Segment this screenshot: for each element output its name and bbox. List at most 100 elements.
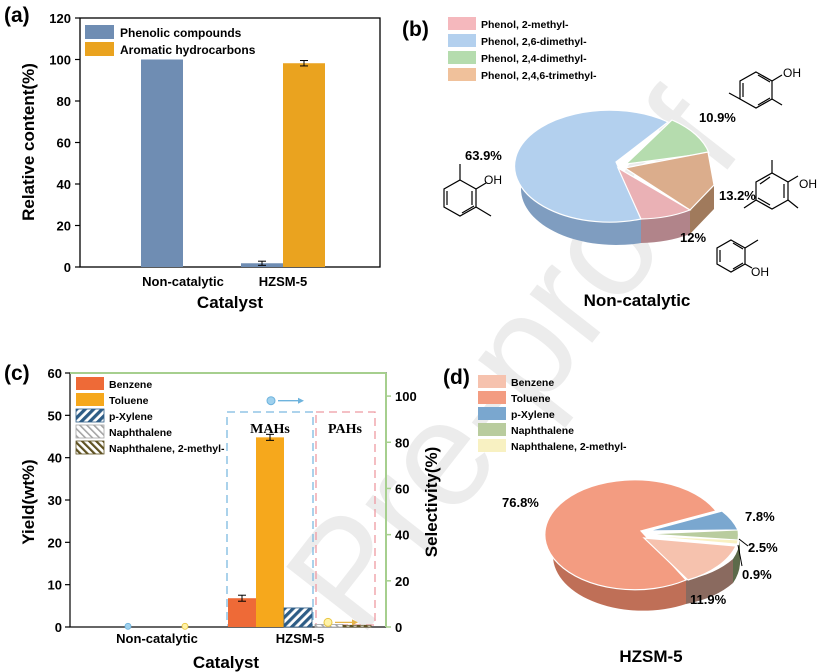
legend-label-pxylene: p-Xylene	[109, 411, 153, 423]
panel-c-letter: (c)	[4, 362, 30, 385]
legend-swatch-aromatic	[85, 42, 114, 56]
legend-label-phenolic: Phenolic compounds	[120, 26, 242, 40]
legend-label-b-3: Phenol, 2,4,6-trimethyl-	[481, 70, 597, 82]
pie-d-label-3: 2.5%	[748, 540, 778, 555]
pie-d-label-2: 7.8%	[745, 509, 775, 524]
panel-a-y-tick: 80	[57, 94, 71, 109]
legend-swatch-b-1	[448, 34, 476, 47]
panel-d: (d) Benzene Toluene p-Xylene Naphthalene…	[443, 366, 778, 666]
panel-c-y-tick: 10	[48, 578, 62, 593]
legend-label-b-1: Phenol, 2,6-dimethyl-	[481, 36, 587, 48]
legend-swatch-pxylene	[75, 408, 105, 423]
pie-b-label-0: 12%	[680, 230, 706, 245]
legend-label-toluene: Toluene	[109, 395, 149, 407]
legend-swatch-b-3	[448, 68, 476, 81]
pahs-selectivity-arrowhead	[352, 619, 358, 626]
molecule-26-oh: OH	[484, 173, 502, 187]
panel-d-letter: (d)	[443, 366, 470, 389]
pie-b-slice-pink	[616, 166, 692, 220]
panel-c-y-label: Yield(wt%)	[19, 459, 38, 544]
panel-a: (a) 0 20 40 60 80 100 120 Non-catalytic HZSM-5…	[4, 4, 381, 312]
mahs-selectivity-marker	[266, 396, 276, 406]
pie-b-title: Non-catalytic	[584, 291, 691, 310]
panel-a-y-tick: 60	[57, 136, 71, 151]
molecule-2-oh: OH	[751, 265, 769, 279]
panel-a-y-tick: 100	[49, 53, 71, 68]
pie-d-label-0: 11.9%	[690, 592, 727, 607]
panel-a-x-label: Catalyst	[197, 293, 263, 312]
panel-a-bar	[283, 63, 325, 267]
pie-b-slice-green	[624, 119, 710, 165]
panel-a-bars	[141, 59, 325, 267]
legend-label-b-2: Phenol, 2,4-dimethyl-	[481, 53, 587, 65]
legend-label-benzene: Benzene	[109, 379, 152, 391]
mahs-label: MAHs	[250, 422, 290, 437]
pie-d-slice-toluene	[544, 479, 718, 591]
panel-c-y2-tick: 100	[395, 389, 417, 404]
mahs-selectivity-arrowhead	[298, 397, 304, 404]
pie-d-side-other	[733, 540, 740, 583]
noncatalytic-mahs-marker	[124, 622, 132, 630]
pie-b-side-blue	[521, 165, 641, 245]
panel-c-y-tick: 50	[48, 408, 62, 423]
pie-d-slice-benzene	[642, 537, 737, 581]
panel-a-y-tick: 0	[64, 260, 71, 275]
panel-c: (c) 0 10 20 30 40 50 60 0 20 40 60 80 100 MAHs PAHs…	[4, 362, 441, 672]
panel-c-y2-tick: 80	[395, 435, 409, 450]
panel-c-bar-benzene	[228, 598, 256, 627]
panel-c-selectivity-markers	[124, 396, 358, 630]
pie-d-label-4: 0.9%	[742, 567, 772, 582]
molecule-246-oh: OH	[799, 177, 817, 191]
panel-c-y2-tick: 40	[395, 528, 409, 543]
panel-c-y-tick: 30	[48, 493, 62, 508]
legend-swatch-b-2	[448, 51, 476, 64]
legend-swatch-phenolic	[85, 25, 114, 39]
panel-a-y-tick: 40	[57, 177, 71, 192]
molecule-24-oh: OH	[783, 66, 801, 80]
panel-a-x-tick-0: Non-catalytic	[142, 274, 224, 289]
molecule-2-methylphenol-icon	[716, 239, 759, 273]
noncatalytic-pahs-marker	[181, 622, 189, 630]
panel-c-y-axis: 0 10 20 30 40 50 60	[48, 366, 70, 635]
legend-label-naphthalene: Naphthalene	[109, 427, 172, 439]
pie-b-label-2: 10.9%	[699, 110, 736, 125]
panel-c-y-tick: 0	[55, 620, 62, 635]
legend-label-d-0: Benzene	[511, 377, 554, 389]
molecule-26-dimethylphenol-icon	[443, 164, 492, 217]
legend-swatch-d-0	[478, 375, 506, 388]
pahs-label: PAHs	[328, 422, 363, 437]
legend-swatch-benzene	[76, 377, 104, 390]
panel-c-y2-axis: 0 20 40 60 80 100	[386, 389, 417, 635]
panel-c-y2-tick: 0	[395, 620, 402, 635]
panel-c-y2-tick: 60	[395, 481, 409, 496]
panel-b-letter: (b)	[402, 18, 429, 41]
pie-b-label-1: 63.9%	[465, 148, 502, 163]
pie-d-leader-3	[738, 538, 749, 547]
panel-c-bars	[228, 433, 372, 628]
panel-c-y-tick: 40	[48, 451, 62, 466]
legend-label-b-0: Phenol, 2-methyl-	[481, 19, 569, 31]
panel-c-bar-toluene	[256, 437, 284, 627]
legend-swatch-d-3	[478, 423, 506, 436]
panel-c-x-tick-1: HZSM-5	[276, 631, 324, 646]
molecule-246-trimethylphenol-icon	[743, 160, 799, 210]
panel-c-x-label: Catalyst	[193, 653, 259, 672]
legend-label-d-3: Naphthalene	[511, 425, 574, 437]
legend-label-d-2: p-Xylene	[511, 409, 555, 421]
pie-d-title: HZSM-5	[619, 647, 682, 666]
legend-swatch-naph2m	[75, 440, 105, 455]
pie-d-side-toluene	[553, 532, 686, 611]
legend-label-d-1: Toluene	[511, 393, 551, 405]
panel-b: (b) Phenol, 2-methyl- Phenol, 2,6-dimeth…	[402, 17, 817, 310]
panel-c-y-tick: 20	[48, 535, 62, 550]
legend-swatch-naphthalene	[75, 424, 105, 439]
panel-c-y-tick: 60	[48, 366, 62, 381]
pie-d-leader-4	[737, 544, 743, 567]
pie-b-slice-orange	[623, 151, 715, 211]
panel-a-bar	[141, 59, 183, 267]
pie-d-slice-naph2m	[647, 535, 739, 545]
panel-c-y2-label: Selectivity(%)	[422, 447, 441, 558]
panel-a-letter: (a)	[4, 4, 30, 27]
panel-a-y-label: Relative content(%)	[19, 63, 38, 221]
